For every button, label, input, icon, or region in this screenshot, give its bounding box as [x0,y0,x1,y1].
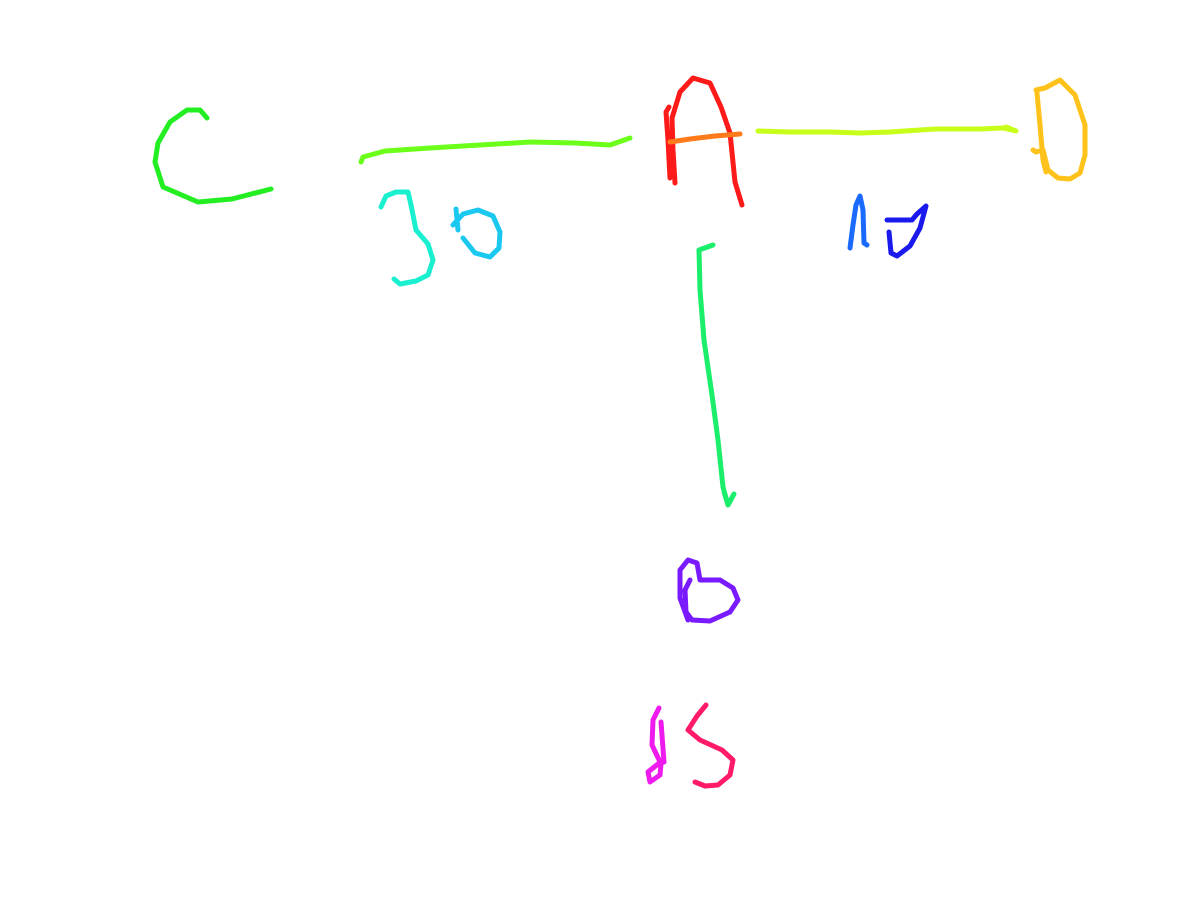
node-c-glyph [152,107,274,205]
edge-a-b: 25 [0,0,737,789]
edge-a-d: 17 [0,0,1019,259]
node-b-glyph [677,557,741,624]
edge-a-c-weight: 30 [0,0,503,287]
edge-a-d-weight-digit-1 [847,193,870,251]
edge-a-d-weight-digit-2 [884,203,929,259]
node-d-label: D [0,0,1,1]
node-a-crossbar [667,131,743,145]
edge-a-c-weight-digit-1 [378,189,436,287]
edge-a-b-weight-digit-1 [645,705,667,785]
edge-a-c-line [358,135,633,165]
edge-a-c: 30 [0,0,633,287]
edge-a-b-weight-digit-2 [685,702,736,789]
node-a-label: A [0,0,1,1]
node-d-glyph [1030,77,1088,182]
edge-a-b-weight: 25 [0,0,736,789]
edge-a-d-weight-label: 17 [0,0,2,1]
node-a-glyph [663,75,745,208]
edge-a-d-line [755,124,1019,136]
node-b-label: B [0,0,1,1]
edge-a-d-weight: 17 [0,0,929,259]
edge-a-c-weight-label: 30 [0,0,2,1]
node-a: A [0,0,745,208]
node-b: B [0,0,741,624]
node-d: D [0,0,1088,182]
edge-a-b-weight-label: 25 [0,0,2,1]
node-c: C [0,0,274,205]
edge-a-b-line [696,242,737,508]
node-c-label: C [0,0,1,1]
edge-a-c-weight-digit-2 [450,206,503,260]
